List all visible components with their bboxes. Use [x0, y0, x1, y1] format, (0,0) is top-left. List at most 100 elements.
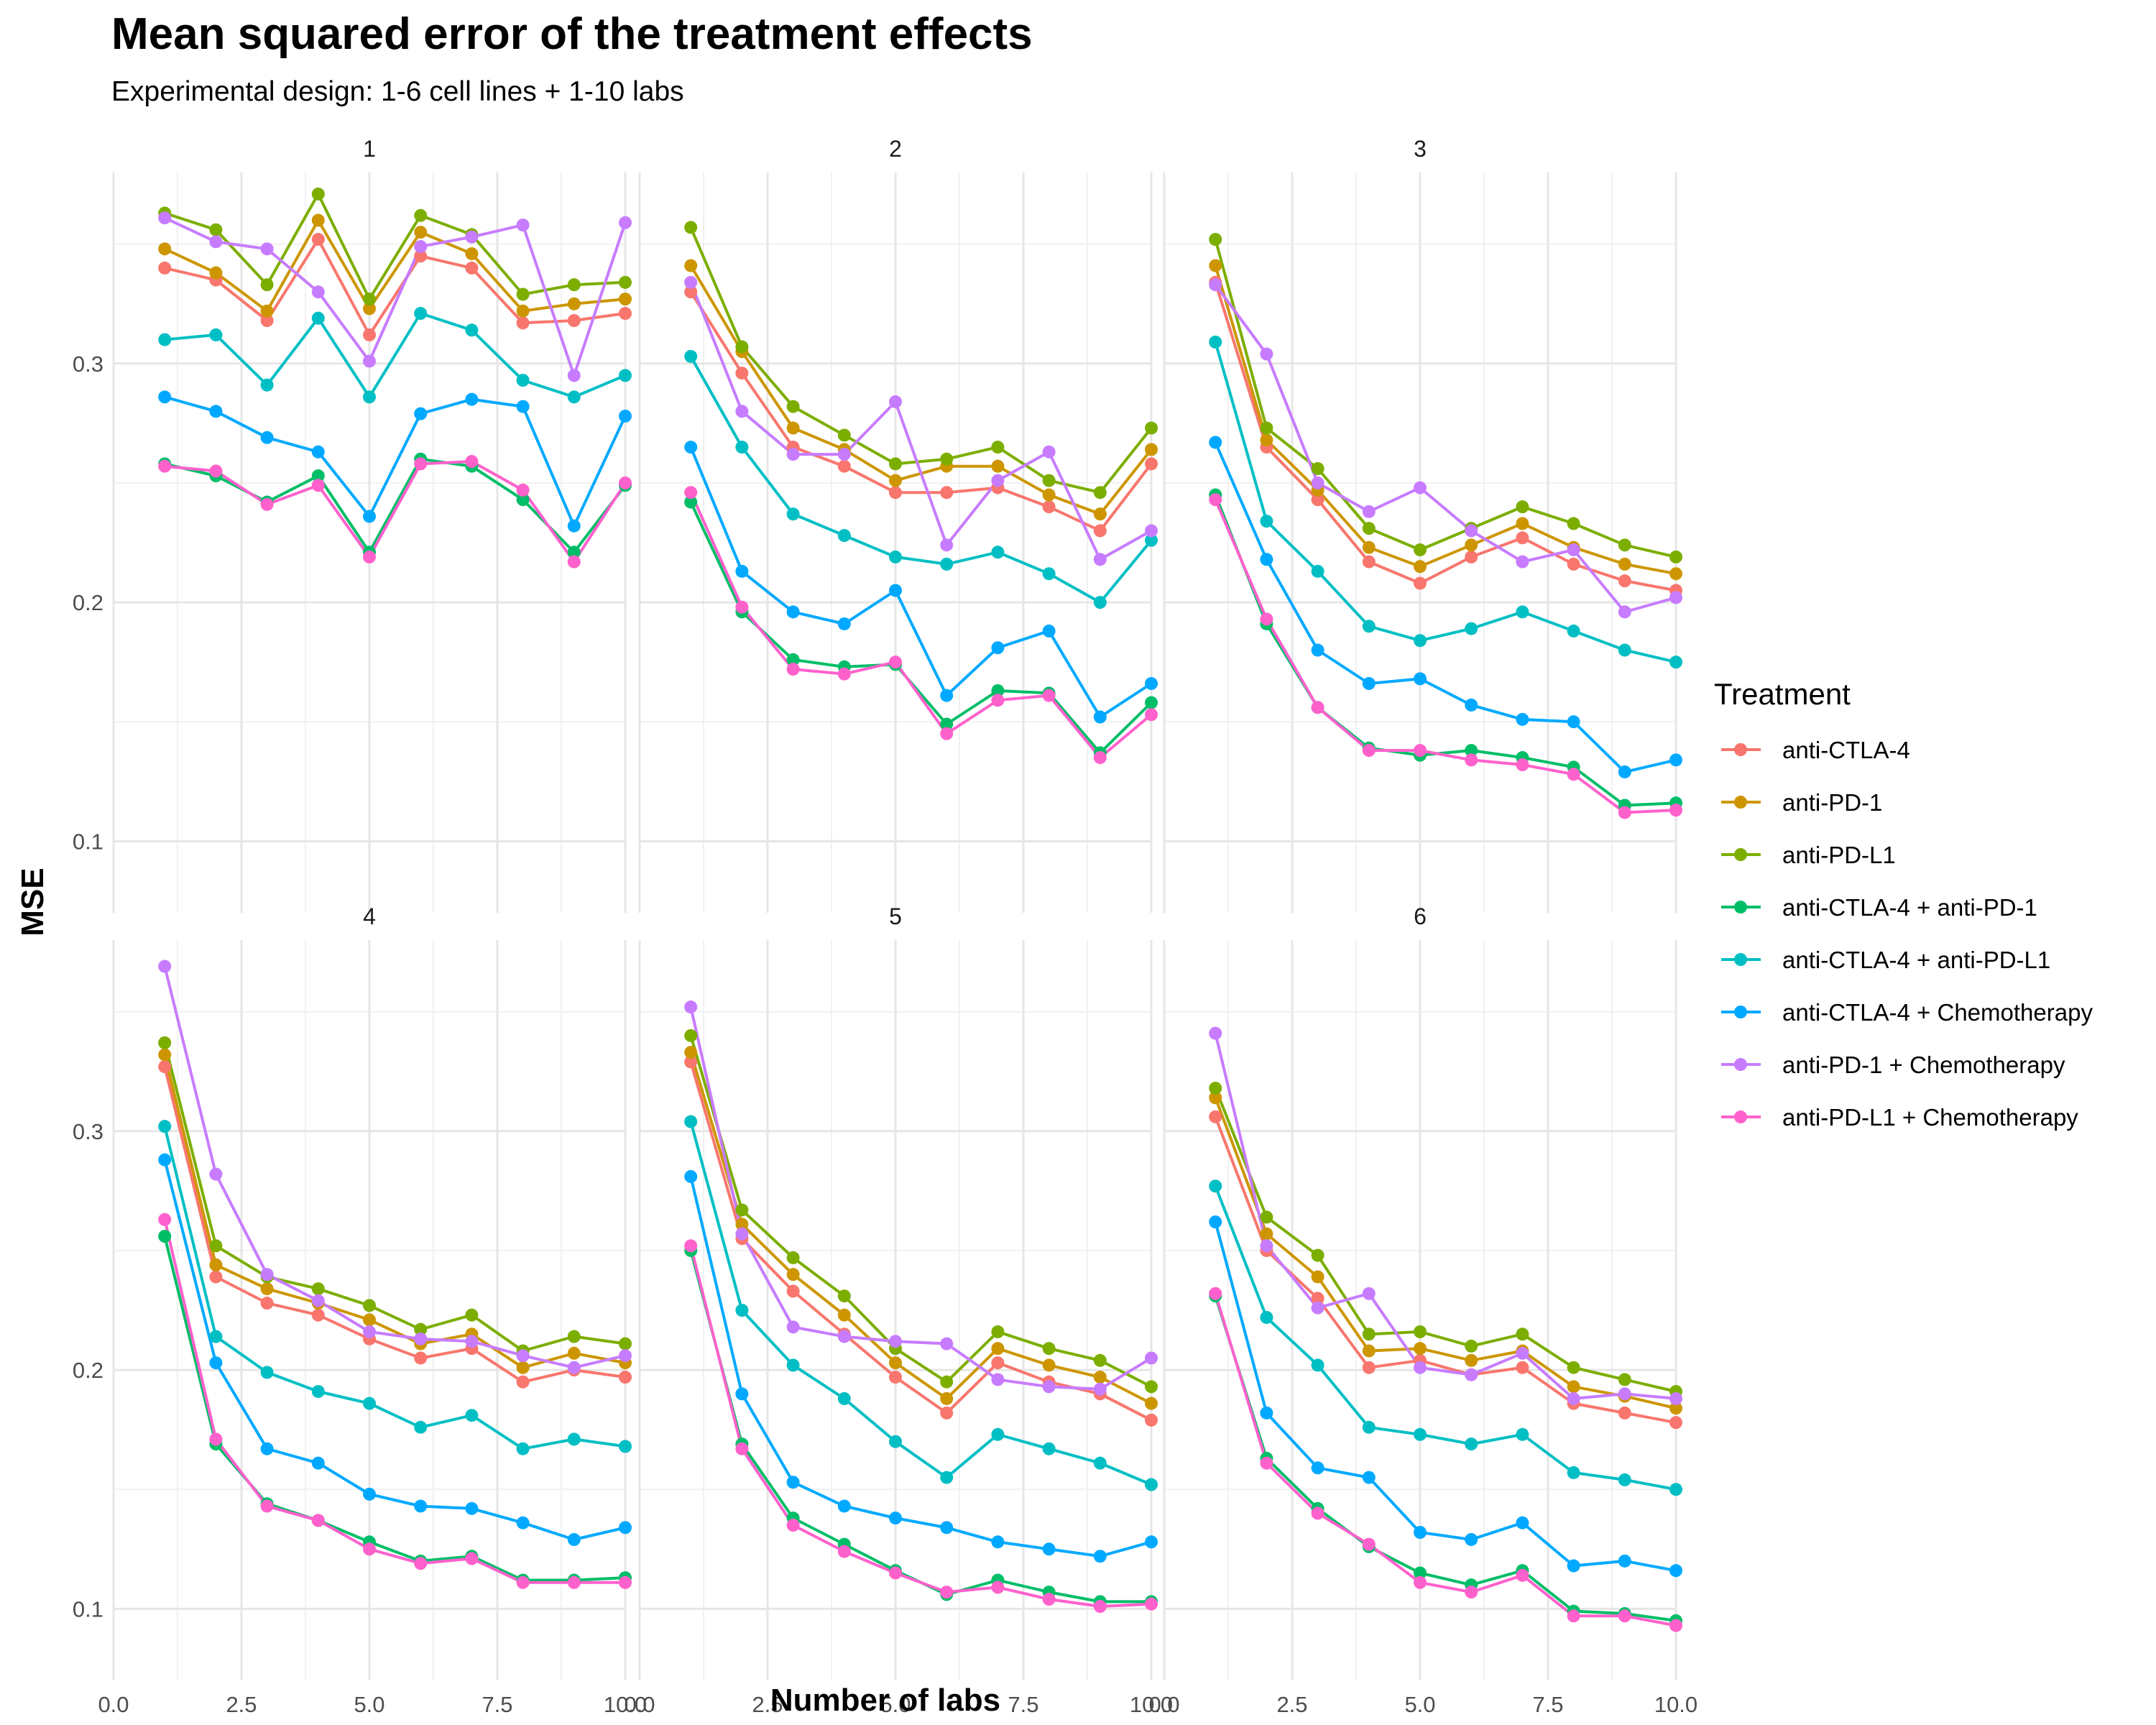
series-line-anti-ctla-4 — [164, 238, 626, 336]
data-point-anti-pd-1-chemotherapy — [1209, 1026, 1222, 1040]
data-point-anti-pd-1-chemotherapy — [1414, 481, 1427, 494]
legend-item-anti-pd-1: anti-PD-1 — [1721, 789, 1882, 816]
data-point-anti-pd-1 — [991, 459, 1005, 473]
y-tick-label: 0.1 — [73, 1596, 103, 1622]
data-point-anti-pd-l1 — [1042, 1342, 1056, 1356]
data-point-anti-pd-l1-chemotherapy — [158, 1213, 172, 1226]
data-point-anti-ctla-4-chemotherapy — [684, 441, 698, 454]
data-point-anti-pd-1 — [1567, 1380, 1580, 1394]
data-point-anti-ctla-4-chemotherapy — [1567, 715, 1580, 729]
series-line-anti-pd-1 — [164, 218, 626, 313]
data-point-anti-pd-1-chemotherapy — [567, 369, 581, 382]
data-point-anti-ctla-4 — [516, 1375, 530, 1389]
series-line-anti-ctla-4-anti-pd-l1 — [165, 312, 626, 399]
data-point-anti-pd-1 — [158, 1048, 172, 1062]
data-point-anti-ctla-4-anti-pd-l1 — [414, 1420, 428, 1434]
data-point-anti-ctla-4 — [209, 1270, 223, 1284]
data-point-anti-pd-l1 — [837, 1289, 851, 1303]
data-point-anti-pd-l1-chemotherapy — [516, 483, 530, 497]
data-point-anti-ctla-4 — [991, 1356, 1005, 1370]
data-point-anti-pd-1-chemotherapy — [1093, 1382, 1107, 1396]
data-point-anti-pd-l1 — [1042, 474, 1056, 487]
data-point-anti-pd-1 — [1209, 1091, 1222, 1105]
data-point-anti-ctla-4 — [684, 285, 698, 299]
data-point-anti-ctla-4 — [567, 314, 581, 327]
data-point-anti-pd-l1 — [1567, 1361, 1580, 1374]
legend-label: anti-PD-L1 + Chemotherapy — [1782, 1104, 2078, 1131]
data-point-anti-ctla-4-chemotherapy — [516, 400, 530, 413]
data-point-anti-pd-1 — [1145, 1397, 1158, 1410]
data-point-anti-pd-l1 — [940, 452, 954, 466]
data-point-anti-ctla-4-anti-pd-l1 — [1669, 1483, 1682, 1496]
data-point-anti-ctla-4-anti-pd-l1 — [837, 1392, 851, 1405]
data-point-anti-pd-1-chemotherapy — [684, 275, 698, 289]
data-point-anti-pd-1-chemotherapy — [1145, 1351, 1158, 1365]
facet-panel-1: 1 0.1 0.2 0.3 — [73, 136, 632, 913]
data-point-anti-pd-1 — [363, 302, 376, 316]
legend-key-point — [1734, 953, 1747, 966]
data-point-anti-ctla-4-anti-pd-l1 — [1209, 1179, 1222, 1193]
data-point-anti-ctla-4-chemotherapy — [619, 1521, 632, 1535]
legend-key-point — [1734, 901, 1747, 914]
data-point-anti-pd-l1 — [991, 1325, 1005, 1338]
legend: Treatment anti-CTLA-4 anti-PD-1 anti-PD-L1… — [1714, 677, 2093, 1131]
facet-panel-6: 6 0.0 2.5 5.0 7.5 10.0 — [1148, 903, 1697, 1717]
data-point-anti-pd-l1 — [735, 1203, 749, 1217]
data-point-anti-ctla-4-chemotherapy — [1042, 624, 1056, 638]
data-point-anti-pd-l1-chemotherapy — [311, 1514, 325, 1527]
facet-strip-label: 5 — [889, 903, 902, 929]
x-tick-label: 5.0 — [880, 1692, 911, 1717]
data-point-anti-ctla-4-anti-pd-1 — [311, 469, 325, 482]
data-point-anti-ctla-4-chemotherapy — [414, 1499, 428, 1513]
data-point-anti-pd-1-chemotherapy — [209, 235, 223, 249]
legend-title: Treatment — [1714, 677, 1851, 711]
data-point-anti-pd-1-chemotherapy — [1516, 1346, 1529, 1360]
data-point-anti-ctla-4-chemotherapy — [1362, 1471, 1376, 1484]
data-point-anti-pd-1-chemotherapy — [158, 960, 172, 973]
data-point-anti-ctla-4-anti-pd-l1 — [1567, 624, 1580, 638]
data-point-anti-ctla-4 — [414, 1351, 428, 1365]
data-point-anti-pd-l1-chemotherapy — [1209, 1287, 1222, 1300]
data-point-anti-pd-l1-chemotherapy — [1567, 1609, 1580, 1623]
data-point-anti-ctla-4-anti-pd-l1 — [735, 441, 749, 454]
data-point-anti-ctla-4-anti-pd-l1 — [1209, 335, 1222, 349]
data-point-anti-pd-1 — [1669, 1402, 1682, 1415]
data-point-anti-ctla-4-anti-pd-l1 — [940, 557, 954, 571]
data-point-anti-ctla-4-anti-pd-l1 — [158, 333, 172, 346]
series-line-anti-pd-l1 — [689, 1035, 1152, 1389]
data-point-anti-pd-l1-chemotherapy — [1414, 1576, 1427, 1589]
x-tick-label: 10.0 — [604, 1692, 647, 1717]
data-point-anti-pd-1 — [1260, 1227, 1273, 1241]
data-point-anti-ctla-4-chemotherapy — [158, 1153, 172, 1167]
gridlines — [638, 940, 1153, 1680]
data-point-anti-pd-l1-chemotherapy — [619, 1576, 632, 1589]
data-point-anti-ctla-4-anti-pd-l1 — [363, 390, 376, 404]
data-point-anti-ctla-4 — [1362, 555, 1376, 569]
data-point-anti-pd-l1-chemotherapy — [363, 1542, 376, 1556]
data-point-anti-pd-l1 — [735, 340, 749, 354]
data-point-anti-ctla-4-chemotherapy — [684, 1169, 698, 1183]
data-point-anti-ctla-4-chemotherapy — [567, 519, 581, 533]
data-point-anti-ctla-4-anti-pd-l1 — [619, 369, 632, 382]
data-point-anti-pd-1 — [1516, 517, 1529, 530]
data-point-anti-pd-1 — [1093, 1371, 1107, 1384]
series-line-anti-pd-l1-chemotherapy — [163, 1219, 625, 1584]
data-point-anti-ctla-4-chemotherapy — [1145, 677, 1158, 691]
data-point-anti-pd-1-chemotherapy — [158, 211, 172, 225]
facet-strip-label: 4 — [363, 903, 376, 929]
x-tick-label: 2.5 — [1276, 1692, 1307, 1717]
data-point-anti-pd-1-chemotherapy — [1362, 1287, 1376, 1300]
data-point-anti-pd-1-chemotherapy — [991, 474, 1005, 487]
data-point-anti-pd-1-chemotherapy — [1311, 476, 1325, 489]
series-line-anti-ctla-4 — [689, 291, 1153, 533]
series-line-anti-ctla-4-anti-pd-l1 — [689, 1121, 1152, 1486]
y-tick-label: 0.2 — [73, 1358, 103, 1383]
data-point-anti-pd-l1 — [1209, 233, 1222, 247]
data-point-anti-pd-1 — [465, 247, 479, 260]
data-point-anti-ctla-4-anti-pd-l1 — [1260, 1310, 1273, 1324]
data-point-anti-pd-l1-chemotherapy — [940, 727, 954, 740]
data-point-anti-pd-l1 — [684, 221, 698, 234]
data-point-anti-ctla-4-anti-pd-1 — [684, 495, 698, 509]
data-point-anti-pd-l1-chemotherapy — [991, 1581, 1005, 1594]
data-point-anti-pd-1-chemotherapy — [1042, 1380, 1056, 1394]
